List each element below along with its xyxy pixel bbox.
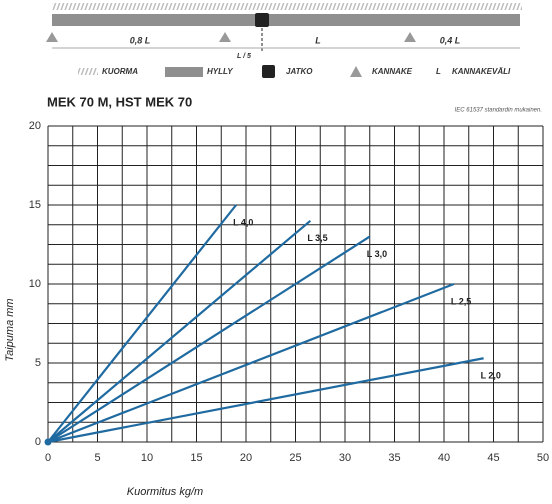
series-line (47, 282, 455, 444)
support (219, 32, 231, 42)
legend-label: HYLLY (207, 67, 233, 76)
span-label: 0,8 L (130, 35, 151, 45)
chart-title: MEK 70 M, HST MEK 70 (47, 94, 192, 109)
joint-label: L / 5 (237, 53, 251, 60)
y-tick-label: 0 (35, 436, 41, 448)
y-tick-label: 10 (29, 278, 41, 290)
legend-symbol: L (436, 67, 441, 76)
series-label: L 3,0 (367, 249, 387, 259)
series-line (47, 357, 484, 444)
joint (255, 13, 269, 27)
x-tick-label: 25 (289, 452, 301, 464)
legend-support (350, 66, 362, 77)
span-label: L (315, 35, 321, 45)
x-tick-label: 20 (240, 452, 252, 464)
support (46, 32, 58, 42)
x-tick-label: 50 (537, 452, 549, 464)
x-tick-label: 30 (339, 452, 351, 464)
y-tick-label: 15 (29, 199, 41, 211)
legend-hatch (78, 68, 98, 75)
series-line (47, 219, 312, 443)
x-axis-label: Kuormitus kg/m (127, 486, 203, 498)
legend-joint (262, 65, 275, 78)
origin-dot (44, 438, 52, 446)
legend-label: KANNAKEVÄLI (452, 67, 511, 76)
legend-shelf (165, 67, 203, 77)
x-tick-label: 0 (45, 452, 51, 464)
legend-label: KANNAKE (372, 67, 413, 76)
legend-label: JATKO (286, 67, 313, 76)
x-tick-label: 40 (438, 452, 450, 464)
note: IEC 61537 standardin mukainen. (455, 108, 542, 114)
y-axis-label: Taipuma mm (4, 298, 16, 361)
support (404, 32, 416, 42)
series-label: L 3,5 (307, 233, 327, 243)
load-hatch (52, 3, 522, 10)
series-label: L 4,0 (233, 217, 253, 227)
x-tick-label: 45 (487, 452, 499, 464)
series-label: L 2,5 (451, 296, 471, 306)
x-tick-label: 10 (141, 452, 153, 464)
y-tick-label: 5 (35, 357, 41, 369)
shelf (52, 14, 520, 26)
x-tick-label: 5 (94, 452, 100, 464)
x-tick-label: 15 (190, 452, 202, 464)
series-line (47, 204, 237, 443)
x-tick-label: 35 (388, 452, 400, 464)
series-label: L 2,0 (481, 371, 501, 381)
series-line (47, 235, 371, 443)
span-label: 0,4 L (440, 35, 461, 45)
legend-label: KUORMA (102, 67, 138, 76)
y-tick-label: 20 (29, 120, 41, 132)
